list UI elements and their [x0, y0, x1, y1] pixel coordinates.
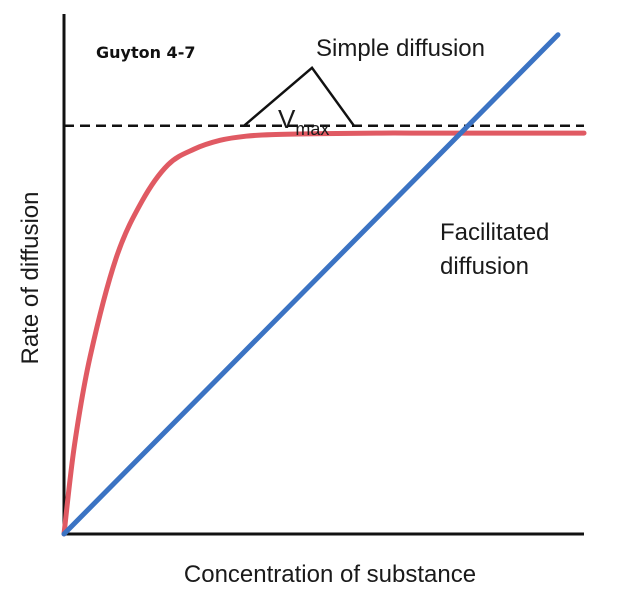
plot-area [61, 14, 587, 537]
series-line-simple-diffusion [61, 32, 561, 537]
source-note: Guyton 4-7 [96, 43, 195, 62]
series-label-facilitated-line2: diffusion [440, 253, 529, 280]
vmax-bracket [243, 65, 356, 127]
vmax-label: Vmax [278, 104, 329, 139]
vmax-label-main: V [278, 104, 296, 134]
y-axis-label: Rate of diffusion [17, 191, 44, 364]
vmax-label-sub: max [295, 119, 329, 139]
series-line-facilitated-diffusion [61, 130, 587, 537]
series-label-simple-diffusion: Simple diffusion [316, 35, 485, 62]
series-label-facilitated-line1: Facilitated [440, 219, 549, 246]
x-axis-label: Concentration of substance [184, 561, 476, 588]
